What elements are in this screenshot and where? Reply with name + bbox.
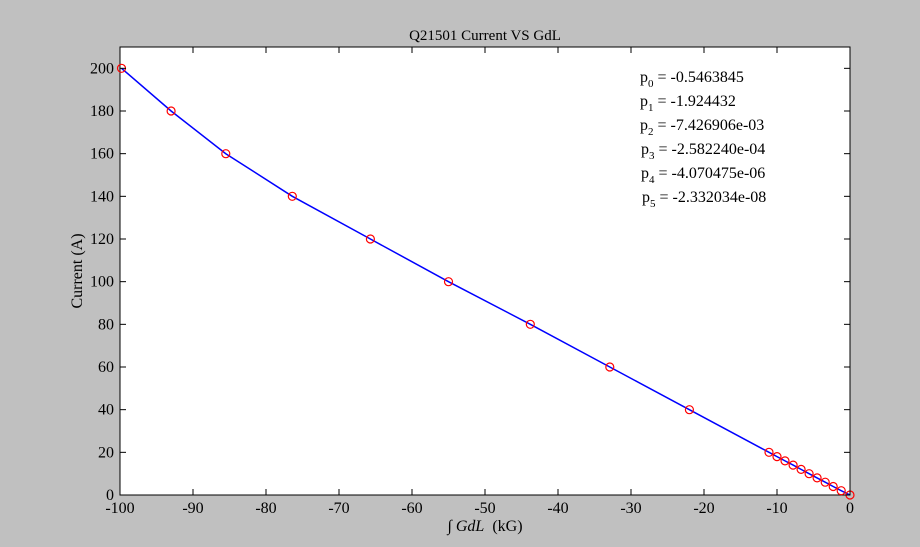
data-point-marker — [788, 460, 798, 470]
coefficient-p3: p3 = -2.582240e-04 — [641, 141, 765, 162]
data-point-marker — [443, 277, 454, 287]
x-axis-ticks: -100 -90 -80 -70 -60 -50 -40 -30 -20 -10 0 — [105, 47, 854, 517]
data-point-marker — [812, 473, 822, 483]
y-tick-label: 40 — [98, 402, 114, 419]
y-tick-label: 200 — [90, 60, 114, 77]
y-tick-label: 160 — [90, 146, 114, 163]
x-tick-label: 0 — [846, 500, 854, 517]
x-tick-label: -20 — [693, 500, 714, 517]
coefficient-p0: p0 = -0.5463845 — [640, 69, 744, 90]
y-tick-label: 180 — [90, 103, 114, 120]
axes-background — [120, 47, 850, 495]
coefficient-p1: p1 = -1.924432 — [640, 93, 736, 114]
data-point-marker — [287, 191, 297, 201]
data-point-markers — [116, 63, 855, 500]
coefficient-p4: p4 = -4.070475e-06 — [641, 165, 765, 186]
coefficient-p2: p2 = -7.426906e-03 — [640, 117, 764, 138]
y-tick-label: 80 — [98, 316, 114, 333]
x-axis-label-unit: (kG) — [492, 518, 522, 535]
data-point-marker — [605, 362, 615, 372]
data-point-marker — [796, 464, 806, 474]
x-tick-label: -30 — [620, 500, 641, 517]
x-tick-label: -90 — [182, 500, 203, 517]
y-tick-label: 120 — [90, 231, 114, 248]
data-point-marker — [365, 234, 375, 244]
integral-symbol: ∫ — [446, 518, 453, 536]
x-tick-label: -10 — [766, 500, 787, 517]
data-point-marker — [684, 405, 695, 415]
x-tick-label: -50 — [474, 500, 495, 517]
coefficient-p5: p5 = -2.332034e-08 — [642, 189, 766, 210]
fit-coefficients: p0 = -0.5463845 p1 = -1.924432 p2 = -7.4… — [640, 69, 766, 210]
x-axis-label-variable: GdL — [456, 518, 485, 535]
data-point-marker — [820, 477, 830, 487]
y-axis-label: Current (A) — [69, 233, 86, 308]
data-point-marker — [764, 447, 774, 457]
data-point-marker — [836, 486, 846, 496]
y-tick-label: 140 — [90, 188, 114, 205]
chart-title: Q21501 Current VS GdL — [409, 28, 561, 44]
x-tick-label: -70 — [328, 500, 349, 517]
data-point-marker — [166, 106, 176, 116]
data-point-marker — [221, 149, 231, 159]
x-tick-label: -100 — [105, 500, 134, 517]
y-tick-label: 60 — [98, 359, 114, 376]
data-point-marker — [525, 319, 535, 329]
data-point-marker — [828, 481, 838, 492]
x-tick-label: -40 — [547, 500, 568, 517]
x-tick-label: -80 — [255, 500, 276, 517]
y-tick-label: 100 — [90, 274, 114, 291]
x-axis-label: ∫ GdL (kG) — [446, 518, 522, 536]
y-tick-label: 20 — [98, 444, 114, 461]
y-tick-label: 0 — [106, 487, 114, 504]
data-point-marker — [780, 456, 790, 466]
y-axis-ticks: 0 20 40 60 80 100 120 140 160 180 200 — [90, 60, 850, 504]
x-tick-label: -60 — [401, 500, 422, 517]
data-point-marker — [772, 452, 782, 462]
data-point-marker — [804, 469, 814, 479]
